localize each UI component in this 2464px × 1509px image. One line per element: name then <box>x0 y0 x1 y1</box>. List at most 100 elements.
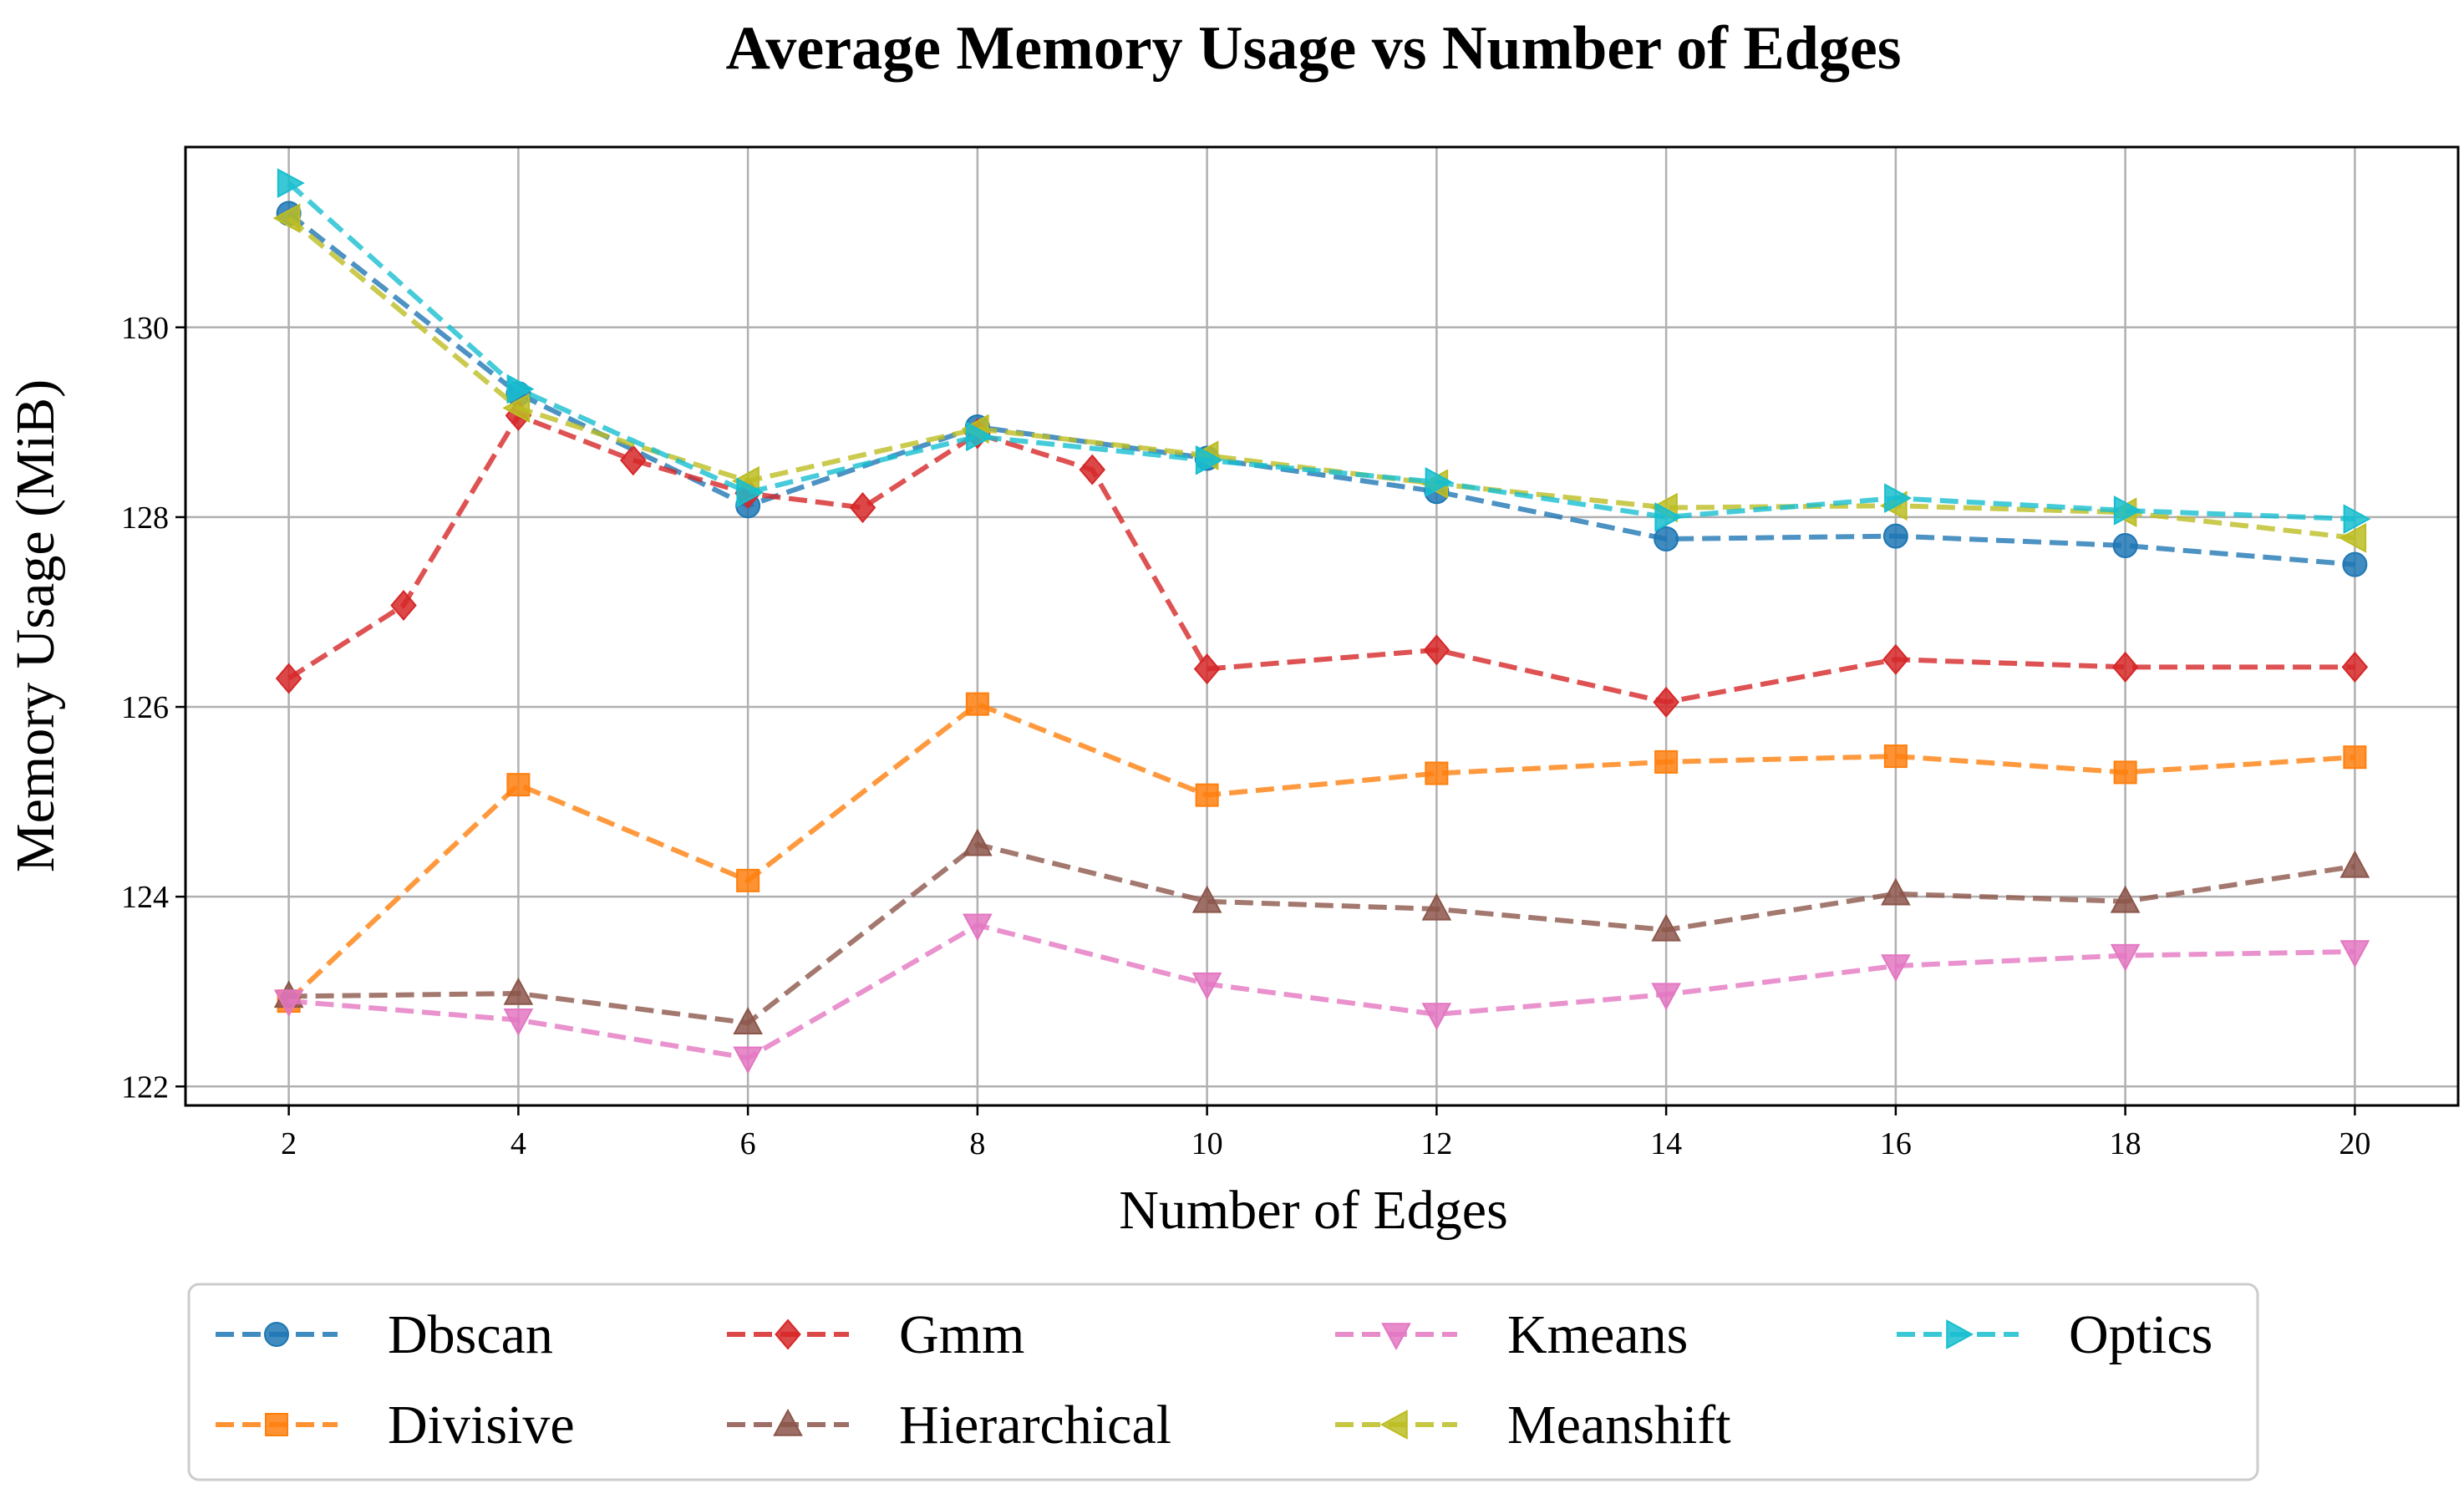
y-tick-label: 122 <box>121 1070 169 1105</box>
legend-label-kmeans: Kmeans <box>1507 1304 1688 1365</box>
data-point-kmeans <box>963 913 993 942</box>
data-point-divisive <box>1883 744 1908 769</box>
legend-label-gmm: Gmm <box>899 1304 1024 1365</box>
data-point-kmeans <box>2340 940 2370 968</box>
series-layer <box>272 168 2371 1075</box>
series-line-divisive <box>287 701 2355 1003</box>
legend-marker-hierarchical <box>773 1408 803 1436</box>
data-point-optics <box>966 421 993 452</box>
axis-ticks: 2 4 6 8 10 12 14 16 18 20 122 124 126 128 130 <box>121 311 2370 1161</box>
data-point-kmeans <box>1191 972 1222 1000</box>
data-point-optics <box>1884 483 1912 514</box>
chart-title: Average Memory Usage vs Number of Edges <box>725 14 1901 83</box>
legend-marker-meanshift <box>1379 1410 1408 1440</box>
data-point-hierarchical <box>1191 885 1222 913</box>
data-point-dbscan <box>2112 532 2138 558</box>
data-point-kmeans <box>733 1046 763 1075</box>
x-tick-label: 16 <box>1880 1126 1912 1161</box>
data-point-optics <box>2113 495 2141 526</box>
data-point-kmeans <box>1421 1003 1452 1031</box>
x-tick-label: 14 <box>1650 1126 1682 1161</box>
data-point-divisive <box>736 868 760 892</box>
data-point-optics <box>2343 504 2371 535</box>
legend-label-dbscan: Dbscan <box>388 1304 553 1365</box>
data-point-optics <box>1195 445 1223 475</box>
data-point-divisive <box>965 692 989 716</box>
data-point-gmm <box>1423 634 1450 666</box>
series-line-gmm <box>287 413 2355 705</box>
data-point-optics <box>736 477 765 508</box>
data-point-kmeans <box>273 989 304 1018</box>
data-point-hierarchical <box>1881 877 1911 906</box>
data-point-optics <box>1654 502 1683 532</box>
series-line-kmeans <box>288 922 2355 1061</box>
data-point-divisive <box>2343 745 2367 770</box>
y-tick-label: 128 <box>121 500 169 536</box>
data-point-gmm <box>2341 651 2369 683</box>
data-point-gmm <box>619 445 647 476</box>
data-point-meanshift <box>272 203 301 234</box>
series-line-optics <box>287 180 2355 522</box>
legend-item-kmeans: Kmeans <box>1335 1304 1688 1365</box>
data-point-gmm <box>2111 651 2139 683</box>
legend-marker-gmm <box>775 1318 801 1350</box>
x-tick-label: 2 <box>281 1126 297 1161</box>
legend-label-meanshift: Meanshift <box>1507 1395 1731 1456</box>
x-tick-label: 4 <box>511 1126 526 1161</box>
x-tick-label: 6 <box>740 1126 756 1161</box>
legend-item-hierarchical: Hierarchical <box>727 1395 1171 1456</box>
series-line-hierarchical <box>288 841 2355 1026</box>
series-line-dbscan <box>287 211 2355 567</box>
data-point-dbscan <box>1882 523 1908 549</box>
x-tick-label: 10 <box>1191 1126 1223 1161</box>
legend-item-meanshift: Meanshift <box>1335 1395 1731 1456</box>
data-point-optics <box>277 168 305 198</box>
data-point-optics <box>506 373 535 404</box>
x-tick-label: 20 <box>2339 1126 2370 1161</box>
x-axis-label: Number of Edges <box>1119 1180 1508 1241</box>
y-tick-label: 130 <box>121 311 169 346</box>
grid-lines <box>185 147 2458 1105</box>
legend-marker-optics <box>1946 1319 1974 1349</box>
data-point-gmm <box>1079 454 1106 485</box>
legend-frame <box>187 1283 2259 1481</box>
data-point-hierarchical <box>1421 892 1452 921</box>
data-point-kmeans <box>1881 954 1911 983</box>
data-point-gmm <box>390 589 417 622</box>
data-point-gmm <box>849 492 876 524</box>
legend-label-divisive: Divisive <box>388 1395 575 1456</box>
data-point-gmm <box>275 663 302 694</box>
data-point-gmm <box>1653 686 1679 718</box>
data-point-hierarchical <box>2110 885 2141 913</box>
y-axis-label: Memory Usage (MiB) <box>5 379 66 872</box>
legend-marker-kmeans <box>1381 1323 1411 1351</box>
legend-marker-dbscan <box>264 1322 289 1347</box>
legend-marker-divisive <box>265 1413 288 1436</box>
data-point-hierarchical <box>503 977 534 1005</box>
data-point-divisive <box>506 773 531 797</box>
data-point-hierarchical <box>733 1007 763 1034</box>
data-point-kmeans <box>1651 983 1681 1011</box>
x-tick-label: 8 <box>969 1126 985 1161</box>
data-point-optics <box>1425 467 1453 497</box>
data-point-hierarchical <box>1651 913 1681 942</box>
data-point-divisive <box>2113 760 2137 785</box>
data-point-gmm <box>1193 653 1221 685</box>
legend-label-optics: Optics <box>2069 1304 2213 1365</box>
data-point-meanshift <box>2339 523 2367 553</box>
data-point-divisive <box>1425 761 1449 785</box>
data-point-kmeans <box>503 1009 534 1036</box>
data-point-divisive <box>1195 783 1219 807</box>
legend-item-gmm: Gmm <box>727 1304 1024 1365</box>
x-tick-label: 18 <box>2110 1126 2141 1161</box>
x-tick-label: 12 <box>1420 1126 1452 1161</box>
data-point-kmeans <box>2110 943 2141 972</box>
legend-item-optics: Optics <box>1897 1304 2213 1365</box>
legend: Dbscan Divisive Gmm Hierarchical Kmeans Means… <box>187 1283 2259 1481</box>
data-point-meanshift <box>502 393 531 424</box>
y-tick-label: 124 <box>121 880 169 915</box>
legend-label-hierarchical: Hierarchical <box>899 1395 1171 1456</box>
